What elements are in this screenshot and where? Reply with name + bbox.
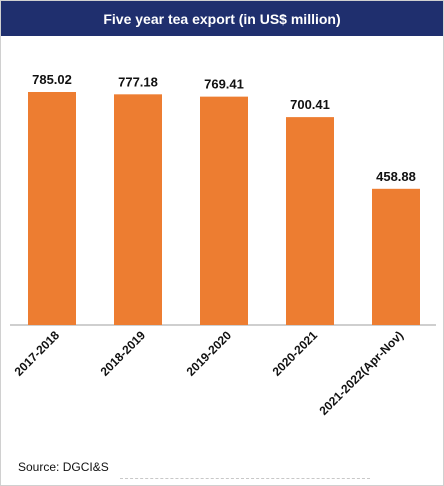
bar-2020-2021 bbox=[286, 117, 334, 325]
value-label-2018-2019: 777.18 bbox=[118, 74, 158, 89]
value-label-2020-2021: 700.41 bbox=[290, 97, 330, 112]
value-label-2017-2018: 785.02 bbox=[32, 72, 72, 87]
category-label-2019-2020: 2019-2020 bbox=[184, 328, 235, 379]
chart-title: Five year tea export (in US$ million) bbox=[103, 10, 341, 27]
value-label-2019-2020: 769.41 bbox=[204, 77, 244, 92]
value-label-2021-2022-apr-nov: 458.88 bbox=[376, 169, 416, 184]
bars-group: 785.02 2017-2018 777.18 2018-2019 769.41 2019… bbox=[12, 72, 420, 418]
bar-2018-2019 bbox=[114, 94, 162, 326]
category-label-2017-2018: 2017-2018 bbox=[12, 328, 63, 379]
category-label-2018-2019: 2018-2019 bbox=[98, 328, 149, 379]
chart-title-banner: Five year tea export (in US$ million) bbox=[1, 1, 443, 36]
bar-2019-2020 bbox=[200, 96, 248, 325]
category-label-2020-2021: 2020-2021 bbox=[270, 328, 321, 379]
category-label-2021-2022-apr-nov: 2021-2022(Apr-Nov) bbox=[317, 328, 407, 418]
bar-2017-2018 bbox=[28, 92, 76, 325]
bar-2021-2022-apr-nov bbox=[372, 188, 420, 325]
footer-divider bbox=[120, 478, 370, 479]
source-note: Source: DGCI&S bbox=[18, 460, 109, 474]
